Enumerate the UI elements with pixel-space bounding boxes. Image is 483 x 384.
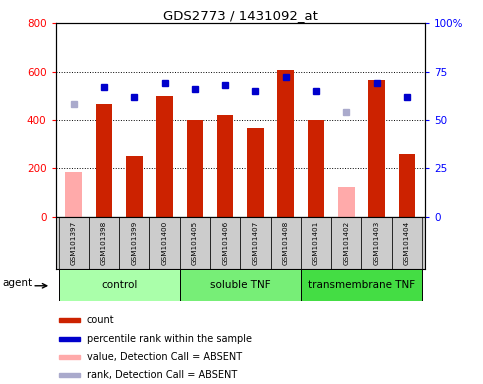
Bar (331, 217, 361, 269)
Text: GSM101403: GSM101403 (373, 221, 380, 265)
Text: count: count (87, 315, 114, 325)
Bar (210, 217, 241, 269)
Bar (277, 70, 294, 217)
Text: rank, Detection Call = ABSENT: rank, Detection Call = ABSENT (87, 370, 237, 380)
Bar (89, 217, 119, 269)
Bar (308, 120, 325, 217)
Bar (65, 172, 82, 217)
Text: GSM101404: GSM101404 (404, 221, 410, 265)
Text: GSM101399: GSM101399 (131, 221, 137, 265)
Title: GDS2773 / 1431092_at: GDS2773 / 1431092_at (163, 9, 318, 22)
Text: value, Detection Call = ABSENT: value, Detection Call = ABSENT (87, 352, 242, 362)
Bar (180, 217, 210, 269)
Text: transmembrane TNF: transmembrane TNF (308, 280, 415, 290)
Text: GSM101398: GSM101398 (101, 221, 107, 265)
Bar (126, 156, 142, 217)
Text: GSM101408: GSM101408 (283, 221, 289, 265)
Bar (301, 217, 331, 269)
Bar (59, 355, 80, 359)
Bar (247, 129, 264, 217)
Bar (59, 336, 80, 341)
Bar (368, 80, 385, 217)
Text: GSM101401: GSM101401 (313, 221, 319, 265)
Bar (301, 269, 422, 301)
Bar (156, 96, 173, 217)
Bar (217, 115, 233, 217)
Bar (270, 217, 301, 269)
Bar (59, 373, 80, 377)
Bar (119, 217, 149, 269)
Text: percentile rank within the sample: percentile rank within the sample (87, 334, 252, 344)
Bar (338, 187, 355, 217)
Bar (149, 217, 180, 269)
Bar (241, 217, 270, 269)
Text: soluble TNF: soluble TNF (210, 280, 270, 290)
Bar (96, 104, 113, 217)
Bar (58, 217, 89, 269)
Bar (180, 269, 301, 301)
Bar (392, 217, 422, 269)
Bar (58, 269, 180, 301)
Text: GSM101402: GSM101402 (343, 221, 349, 265)
Bar (59, 318, 80, 322)
Bar (186, 120, 203, 217)
Text: GSM101405: GSM101405 (192, 221, 198, 265)
Bar (361, 217, 392, 269)
Bar (398, 154, 415, 217)
Text: GSM101406: GSM101406 (222, 221, 228, 265)
Text: GSM101400: GSM101400 (162, 221, 168, 265)
Text: GSM101407: GSM101407 (253, 221, 258, 265)
Text: agent: agent (3, 278, 33, 288)
Text: control: control (101, 280, 137, 290)
Text: GSM101397: GSM101397 (71, 221, 77, 265)
